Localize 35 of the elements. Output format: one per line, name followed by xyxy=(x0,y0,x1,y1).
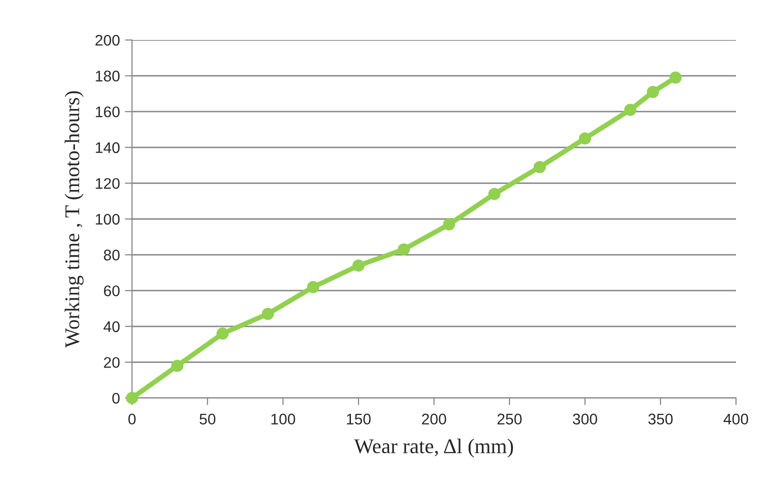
x-tick-label: 250 xyxy=(498,414,522,424)
x-tick-label: 400 xyxy=(724,414,748,424)
y-tick-label: 40 xyxy=(104,321,120,332)
point xyxy=(488,188,500,200)
point xyxy=(262,308,274,320)
point xyxy=(307,280,320,294)
x-tick-label: 150 xyxy=(346,414,371,424)
y-tick-label: 140 xyxy=(96,142,120,154)
y-tick-label: 200 xyxy=(95,34,120,46)
y-tick-label: 180 xyxy=(96,70,120,82)
x-tick-label: 350 xyxy=(648,414,673,424)
y-tick-label: 60 xyxy=(104,285,120,296)
y-tick-label: 160 xyxy=(96,106,120,118)
point xyxy=(624,104,636,116)
x-tick-label: 200 xyxy=(422,414,446,424)
point xyxy=(352,259,365,272)
y-axis-title: Working time , T (moto-hours) xyxy=(64,91,84,348)
point xyxy=(398,243,410,256)
y-tick-label: 20 xyxy=(104,357,120,368)
point xyxy=(443,218,456,230)
x-tick-label: 0 xyxy=(128,414,136,424)
point xyxy=(578,132,592,145)
y-tick-label: 0 xyxy=(112,392,120,404)
point xyxy=(216,327,229,340)
y-tick-label: 80 xyxy=(104,250,120,260)
y-tick-label: 120 xyxy=(96,178,120,189)
x-tick-label: 300 xyxy=(572,414,598,424)
point xyxy=(171,360,184,372)
x-axis-title: Wear rate, Δl (mm) xyxy=(354,438,513,458)
point xyxy=(646,86,660,98)
point xyxy=(670,72,682,84)
x-tick-label: 100 xyxy=(271,414,296,424)
point xyxy=(534,161,546,174)
x-tick-label: 50 xyxy=(200,414,216,424)
y-tick-label: 100 xyxy=(96,214,120,225)
